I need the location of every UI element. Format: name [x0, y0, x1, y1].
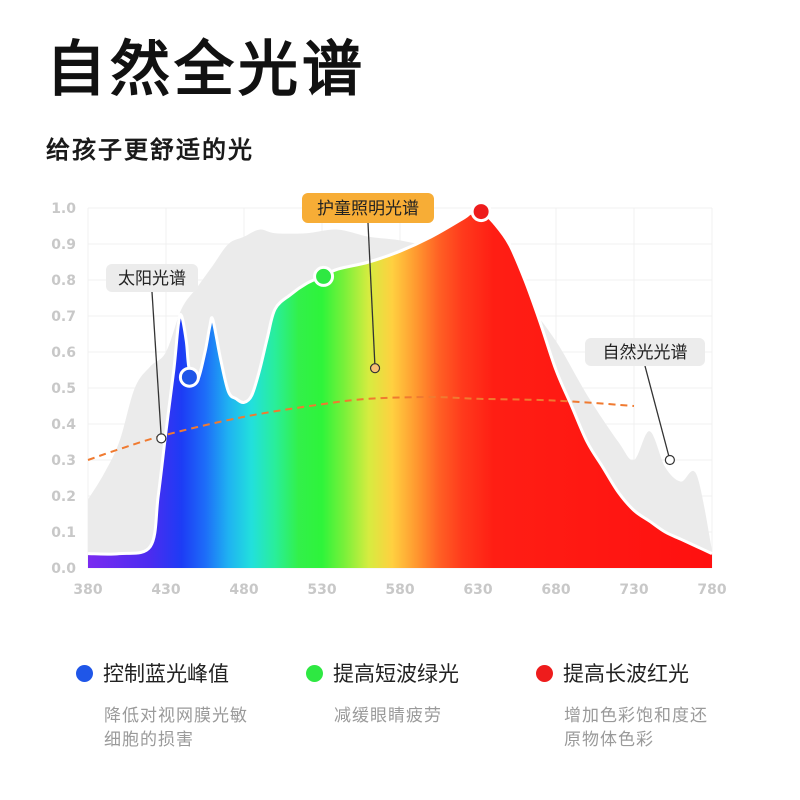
- spectrum-marker-dot: [313, 265, 335, 287]
- legend-item-green: 提高短波绿光 减缓眼睛疲劳: [306, 658, 459, 728]
- legend-desc-line: 降低对视网膜光敏: [104, 706, 248, 726]
- y-tick-label: 0.5: [51, 381, 76, 397]
- y-tick-label: 0.6: [51, 345, 76, 361]
- legend-desc-line: 增加色彩饱和度还: [564, 706, 708, 726]
- x-tick-label: 580: [385, 582, 414, 598]
- green-dot-icon: [306, 664, 323, 682]
- y-tick-label: 0.3: [51, 453, 76, 469]
- legend-desc-line: 细胞的损害: [104, 730, 194, 750]
- annotation-tag: [302, 193, 434, 223]
- lamp-spectrum-area: [88, 211, 712, 568]
- x-tick-label: 530: [307, 582, 336, 598]
- y-tick-label: 0.0: [51, 561, 76, 577]
- y-tick-label: 0.1: [51, 525, 76, 541]
- annotation-tag: [585, 338, 705, 366]
- y-tick-label: 0.7: [51, 309, 76, 325]
- legend-desc-line: 减缓眼睛疲劳: [334, 706, 442, 726]
- page-subtitle: 给孩子更舒适的光: [46, 136, 254, 164]
- spectrum-marker-dot: [470, 201, 492, 223]
- page-title: 自然全光谱: [46, 35, 366, 105]
- annotation-anchor-dot: [369, 363, 381, 374]
- x-tick-label: 430: [151, 582, 180, 598]
- legend-item-blue: 控制蓝光峰值 降低对视网膜光敏 细胞的损害: [76, 658, 248, 752]
- legend-item-red: 提高长波红光 增加色彩饱和度还 原物体色彩: [536, 658, 708, 752]
- natural-light-curve: [87, 395, 635, 461]
- x-tick-label: 380: [73, 582, 102, 598]
- annotation-anchor-dot: [664, 454, 675, 466]
- y-tick-label: 0.8: [51, 273, 76, 289]
- annotation-leader-line: [367, 222, 376, 369]
- x-tick-label: 730: [619, 582, 648, 598]
- x-tick-label: 680: [541, 582, 570, 598]
- annotation-tag-label: 护童照明光谱: [317, 199, 419, 219]
- annotation-tag: [106, 264, 198, 292]
- spectrum-marker-dot: [178, 366, 200, 388]
- blue-dot-icon: [76, 664, 93, 682]
- annotation-anchor-dot: [156, 433, 167, 444]
- red-dot-icon: [536, 664, 553, 682]
- x-tick-label: 630: [463, 582, 492, 598]
- x-tick-label: 480: [229, 582, 258, 598]
- lamp-spectrum-outline: [87, 210, 713, 556]
- legend-desc-line: 原物体色彩: [564, 730, 654, 750]
- y-tick-label: 0.4: [51, 417, 76, 433]
- annotation-tag-label: 自然光光谱: [603, 343, 688, 363]
- annotation-leader-line: [151, 291, 162, 439]
- y-tick-label: 0.2: [51, 489, 76, 505]
- x-tick-label: 780: [697, 582, 726, 598]
- y-tick-label: 1.0: [51, 201, 76, 217]
- legend-label: 提高短波绿光: [333, 662, 459, 686]
- legend-label: 提高长波红光: [563, 662, 689, 686]
- annotation-leader-line: [644, 365, 671, 461]
- legend-label: 控制蓝光峰值: [103, 662, 229, 686]
- annotation-tag-label: 太阳光谱: [118, 269, 186, 289]
- y-tick-label: 0.9: [51, 237, 76, 253]
